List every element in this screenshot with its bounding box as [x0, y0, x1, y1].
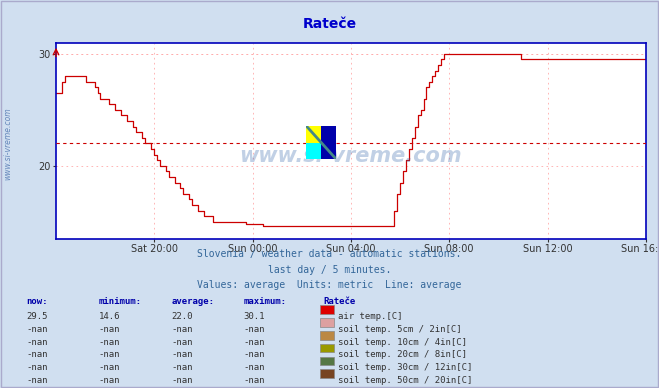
Text: last day / 5 minutes.: last day / 5 minutes. [268, 265, 391, 275]
Text: -nan: -nan [26, 376, 48, 385]
Text: Rateče: Rateče [302, 17, 357, 31]
Text: www.si-vreme.com: www.si-vreme.com [3, 107, 13, 180]
Text: -nan: -nan [244, 350, 266, 359]
Bar [306, 126, 322, 143]
Text: soil temp. 10cm / 4in[C]: soil temp. 10cm / 4in[C] [338, 338, 467, 346]
Text: 29.5: 29.5 [26, 312, 48, 321]
Text: -nan: -nan [99, 376, 121, 385]
Text: 22.0: 22.0 [171, 312, 193, 321]
Text: Values: average  Units: metric  Line: average: Values: average Units: metric Line: aver… [197, 280, 462, 290]
Text: -nan: -nan [26, 338, 48, 346]
Text: -nan: -nan [171, 325, 193, 334]
Text: -nan: -nan [99, 363, 121, 372]
Text: -nan: -nan [26, 350, 48, 359]
Text: 14.6: 14.6 [99, 312, 121, 321]
Text: -nan: -nan [244, 338, 266, 346]
Text: air temp.[C]: air temp.[C] [338, 312, 403, 321]
Text: -nan: -nan [171, 363, 193, 372]
Text: maximum:: maximum: [244, 297, 287, 306]
Text: Rateče: Rateče [323, 297, 355, 306]
Text: minimum:: minimum: [99, 297, 142, 306]
Text: -nan: -nan [244, 376, 266, 385]
Text: average:: average: [171, 297, 214, 306]
Text: -nan: -nan [171, 376, 193, 385]
Text: -nan: -nan [26, 363, 48, 372]
Text: soil temp. 30cm / 12in[C]: soil temp. 30cm / 12in[C] [338, 363, 473, 372]
Text: soil temp. 20cm / 8in[C]: soil temp. 20cm / 8in[C] [338, 350, 467, 359]
Bar [306, 143, 322, 159]
Text: Slovenia / weather data - automatic stations.: Slovenia / weather data - automatic stat… [197, 249, 462, 259]
Text: www.si-vreme.com: www.si-vreme.com [240, 146, 462, 166]
Text: -nan: -nan [244, 325, 266, 334]
Text: -nan: -nan [244, 363, 266, 372]
Text: soil temp. 50cm / 20in[C]: soil temp. 50cm / 20in[C] [338, 376, 473, 385]
Text: -nan: -nan [99, 338, 121, 346]
Bar [322, 126, 336, 159]
Text: -nan: -nan [99, 350, 121, 359]
Text: -nan: -nan [171, 338, 193, 346]
Text: soil temp. 5cm / 2in[C]: soil temp. 5cm / 2in[C] [338, 325, 462, 334]
Text: now:: now: [26, 297, 48, 306]
Text: 30.1: 30.1 [244, 312, 266, 321]
Text: -nan: -nan [99, 325, 121, 334]
Text: -nan: -nan [171, 350, 193, 359]
Text: -nan: -nan [26, 325, 48, 334]
